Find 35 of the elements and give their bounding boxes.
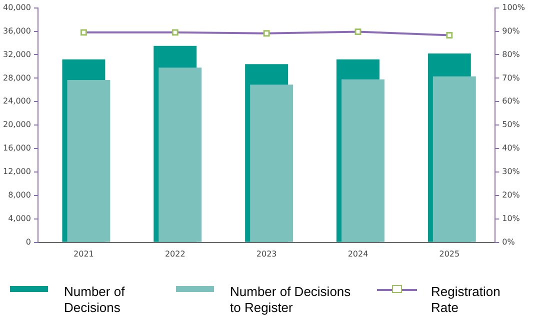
x-tick-label: 2025 (439, 249, 460, 258)
y2-tick-label: 10% (502, 214, 520, 224)
y-tick-label: 24,000 (2, 96, 31, 106)
legend-label: Number of Decisions (64, 284, 126, 316)
y2-tick-label: 90% (502, 26, 520, 36)
y-tick-label: 8,000 (8, 190, 31, 200)
y2-tick-label: 0% (502, 237, 516, 246)
bar (432, 76, 476, 242)
y2-tick-label: 50% (502, 120, 520, 130)
y-tick-label: 40,000 (2, 2, 31, 12)
y2-tick-label: 80% (502, 50, 520, 59)
bar (158, 68, 202, 242)
legend-label: Registration Rate (431, 284, 502, 316)
x-tick-label: 2021 (74, 249, 94, 258)
x-tick-label: 2023 (256, 249, 277, 258)
y2-tick-label: 60% (502, 96, 520, 106)
y-tick-label: 12,000 (2, 167, 31, 176)
y2-tick-label: 70% (502, 73, 520, 82)
y2-tick-label: 40% (502, 144, 520, 153)
y-tick-label: 36,000 (2, 26, 31, 36)
y-tick-label: 0 (26, 237, 31, 246)
x-tick-label: 2024 (348, 249, 368, 258)
y-tick-label: 16,000 (2, 144, 31, 153)
y-tick-label: 28,000 (2, 73, 31, 82)
bar (342, 79, 384, 242)
x-tick-label: 2022 (164, 249, 186, 258)
y-tick-label: 32,000 (2, 50, 31, 59)
legend-label: Number of Decisions to Register (230, 284, 352, 316)
y2-tick-label: 30% (502, 167, 520, 176)
bar (67, 80, 110, 242)
y-tick-label: 20,000 (2, 120, 31, 130)
bar (250, 84, 294, 242)
y2-tick-label: 20% (502, 190, 520, 200)
y2-tick-label: 100% (502, 2, 526, 12)
y-tick-label: 4,000 (8, 214, 31, 224)
